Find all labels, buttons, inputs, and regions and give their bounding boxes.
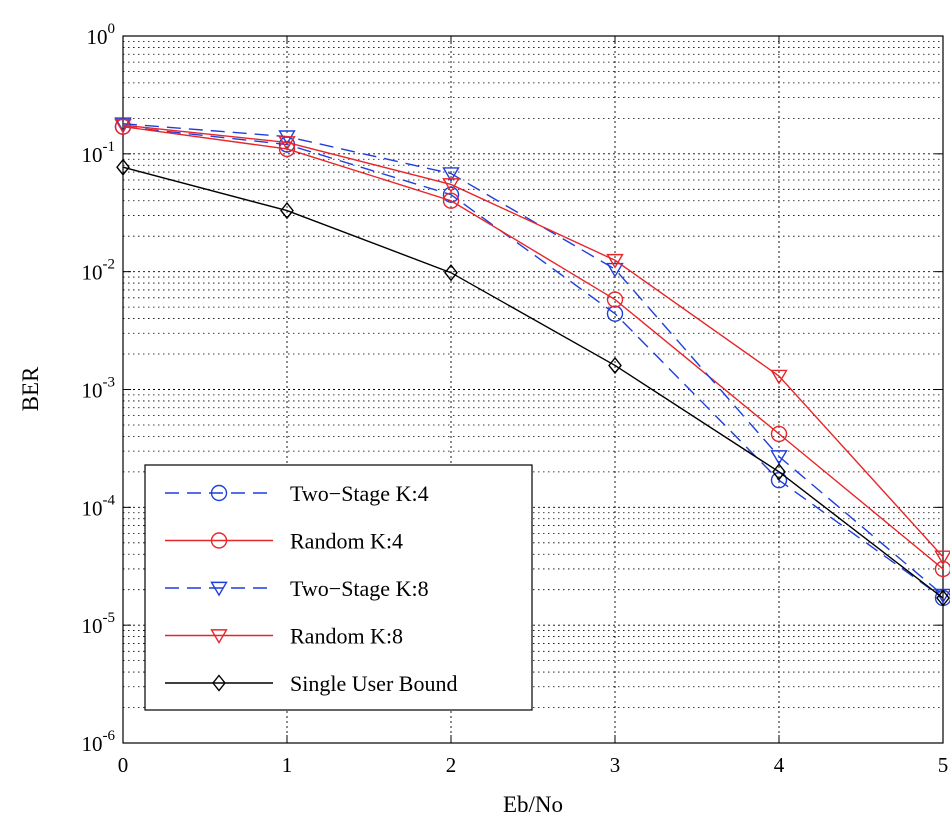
legend-label: Random K:4 xyxy=(290,529,403,554)
data-point xyxy=(210,532,228,549)
data-point xyxy=(444,264,458,282)
x-tick-label: 3 xyxy=(610,753,621,777)
data-point xyxy=(442,178,460,193)
y-tick-label: 10-2 xyxy=(82,257,116,285)
legend-entry: Random K:8 xyxy=(165,624,403,649)
x-axis-label: Eb/No xyxy=(503,792,563,817)
data-point xyxy=(606,253,624,269)
x-tick-label: 0 xyxy=(118,753,129,777)
y-axis-label: BER xyxy=(18,366,43,411)
y-tick-label: 10-1 xyxy=(82,139,116,167)
series-line xyxy=(122,125,944,599)
series-3 xyxy=(114,118,950,566)
x-tick-label: 1 xyxy=(282,753,293,777)
y-tick-label: 10-5 xyxy=(82,610,116,638)
data-point xyxy=(606,305,624,322)
data-point xyxy=(934,550,950,566)
data-point xyxy=(442,186,460,203)
legend-entry: Random K:4 xyxy=(165,529,403,554)
data-point xyxy=(210,629,228,645)
data-point xyxy=(770,369,788,385)
legend-label: Two−Stage K:4 xyxy=(290,481,429,506)
data-point xyxy=(114,118,132,134)
series-1 xyxy=(114,118,950,578)
data-point xyxy=(278,136,296,151)
legend-label: Single User Bound xyxy=(290,671,457,696)
series-line xyxy=(122,125,944,570)
x-tick-label: 5 xyxy=(938,753,949,777)
x-tick-label: 4 xyxy=(774,753,785,777)
data-point xyxy=(442,192,460,209)
y-tick-label: 10-6 xyxy=(82,728,116,756)
y-tick-label: 100 xyxy=(87,21,116,49)
data-point xyxy=(278,140,296,158)
data-point xyxy=(116,158,130,176)
x-tick-label: 2 xyxy=(446,753,457,777)
data-point xyxy=(608,356,622,375)
data-point xyxy=(212,674,226,692)
legend-entry: Two−Stage K:8 xyxy=(165,576,429,601)
data-point xyxy=(606,262,624,278)
grid xyxy=(123,36,943,743)
legend-entry: Single User Bound xyxy=(165,671,457,696)
data-point xyxy=(114,117,132,133)
series-4 xyxy=(116,158,950,607)
series-line xyxy=(122,123,944,596)
data-point xyxy=(770,450,788,466)
legend: Two−Stage K:4 Random K:4 Two−Stage K:8 Rand… xyxy=(144,464,533,711)
data-point xyxy=(280,201,294,220)
data-point xyxy=(442,167,460,183)
data-point xyxy=(934,560,950,578)
data-point xyxy=(772,463,786,481)
data-point xyxy=(210,581,228,597)
series-layer xyxy=(114,117,950,607)
data-point xyxy=(936,589,950,607)
y-tick-label: 10-3 xyxy=(82,375,116,403)
legend-label: Random K:8 xyxy=(290,624,403,649)
data-point xyxy=(606,291,624,308)
y-tick-label: 10-4 xyxy=(82,492,116,520)
legend-label: Two−Stage K:8 xyxy=(290,576,429,601)
data-point xyxy=(770,425,788,443)
series-line xyxy=(122,166,944,599)
series-line xyxy=(122,124,944,558)
axes: 0 1 2 3 4 5 100 10-1 10-2 10-3 10-4 10-5 10-6 xyxy=(82,21,949,777)
data-point xyxy=(210,484,228,502)
legend-entry: Two−Stage K:4 xyxy=(165,481,429,506)
